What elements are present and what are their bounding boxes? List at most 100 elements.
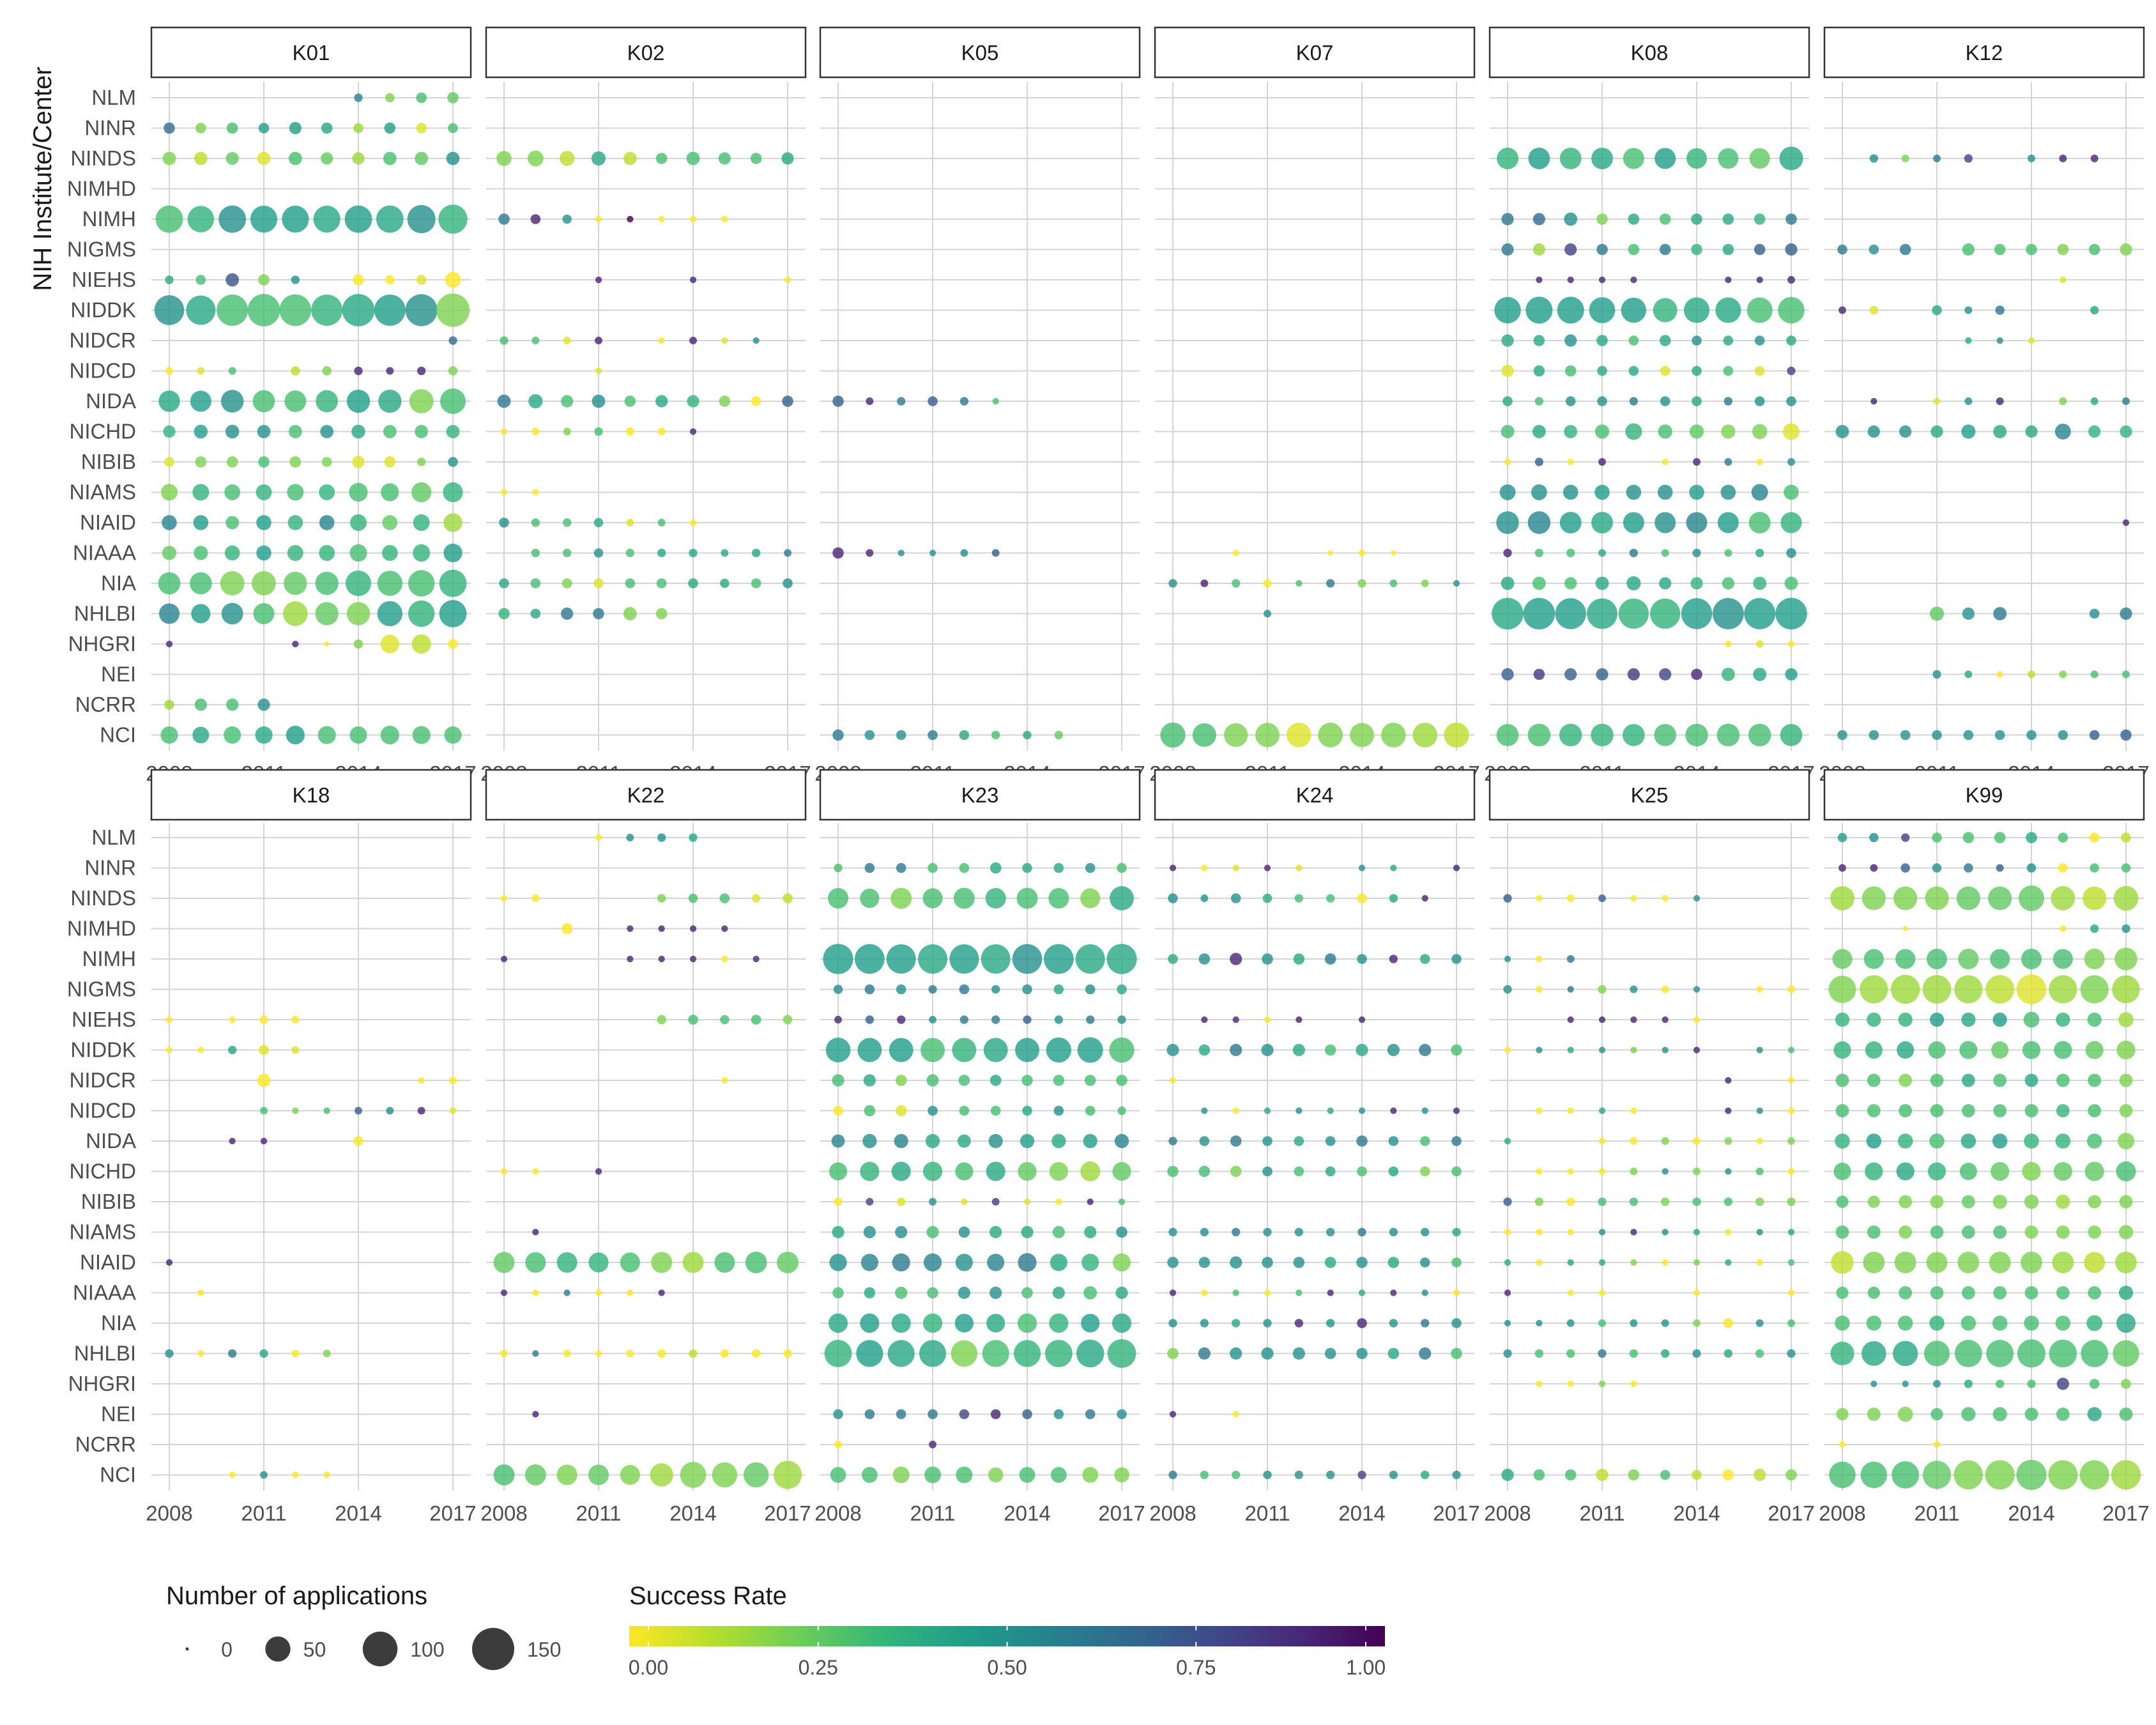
data-point: [981, 944, 1011, 974]
facet-strip-label: K01: [293, 41, 330, 65]
data-point: [1961, 1133, 1976, 1149]
x-tick-label: 2017: [1768, 1501, 1814, 1525]
data-point: [384, 456, 396, 468]
data-point: [2086, 1315, 2103, 1331]
data-point: [1829, 1461, 1856, 1489]
data-point: [1865, 1162, 1883, 1181]
data-point: [448, 639, 458, 649]
data-point: [1232, 1319, 1241, 1328]
data-point: [650, 1463, 673, 1487]
data-point: [1897, 1041, 1915, 1059]
y-tick-label: NIMH: [82, 207, 136, 231]
y-tick-label: NHLBI: [74, 602, 136, 625]
data-point: [1930, 1407, 1943, 1421]
x-tick-label: 2008: [1149, 1501, 1196, 1525]
data-point: [2021, 948, 2042, 970]
data-point: [956, 1466, 973, 1483]
data-point: [1933, 1380, 1941, 1388]
data-point: [1723, 1318, 1734, 1328]
data-point: [865, 1015, 874, 1024]
data-point: [1716, 723, 1740, 747]
data-point: [187, 206, 215, 233]
data-point: [829, 1254, 847, 1271]
data-point: [1660, 396, 1671, 406]
data-point: [1117, 1015, 1126, 1024]
data-point: [197, 1289, 204, 1296]
data-point: [1536, 1107, 1543, 1114]
x-tick-label: 2014: [1004, 1501, 1050, 1525]
data-point: [627, 955, 634, 963]
data-point: [1961, 1407, 1976, 1422]
data-point: [1867, 425, 1880, 438]
data-point: [1839, 306, 1846, 314]
y-tick-label: NLM: [91, 86, 136, 109]
data-point: [253, 603, 275, 624]
data-point: [1655, 512, 1676, 533]
data-point: [1081, 1314, 1100, 1333]
data-point: [593, 608, 604, 620]
y-tick-label: NIMHD: [67, 917, 136, 940]
data-point: [1662, 1229, 1669, 1236]
data-point: [1890, 974, 1920, 1004]
data-point: [445, 272, 461, 288]
data-point: [2016, 974, 2047, 1004]
data-point: [386, 1107, 394, 1115]
data-point: [1725, 1168, 1732, 1175]
data-point: [1985, 1460, 2015, 1490]
data-point: [443, 513, 463, 532]
data-point: [500, 336, 508, 345]
data-point: [745, 1252, 767, 1273]
facet-k99: K99 2008 2011 2014 2017: [1819, 769, 2150, 1525]
data-point: [229, 1137, 236, 1145]
data-point: [929, 1198, 937, 1206]
y-tick-label: NIA: [101, 1311, 136, 1335]
data-point: [987, 1254, 1005, 1271]
color-legend-label: 0.75: [1176, 1656, 1216, 1679]
data-point: [1954, 975, 1983, 1004]
data-point: [1533, 668, 1545, 680]
facet-k18: K18 2008 2011 2014 2017: [146, 769, 477, 1525]
data-point: [1725, 1229, 1732, 1236]
data-point: [1294, 1166, 1304, 1177]
data-point: [1421, 1319, 1430, 1328]
data-point: [752, 548, 761, 558]
data-point: [1659, 243, 1671, 256]
data-point: [561, 923, 573, 935]
data-point: [1160, 722, 1186, 748]
data-point: [1501, 334, 1514, 347]
data-point: [1389, 1227, 1398, 1237]
data-point: [1169, 1411, 1177, 1418]
data-point: [623, 607, 637, 620]
data-point: [380, 634, 399, 654]
data-point: [1660, 1469, 1671, 1480]
data-point: [917, 944, 948, 974]
data-point: [2090, 155, 2099, 162]
data-point: [1390, 864, 1397, 871]
data-point: [897, 1015, 906, 1024]
data-point: [2113, 885, 2139, 911]
data-point: [2056, 1012, 2070, 1027]
data-point: [832, 395, 844, 407]
data-point: [1956, 886, 1980, 910]
points: [493, 833, 802, 1489]
color-legend-label: 0.25: [799, 1656, 838, 1679]
facet-strip: [1154, 26, 1476, 79]
data-point: [1692, 1349, 1701, 1358]
data-point: [220, 571, 245, 595]
data-point: [593, 578, 604, 588]
data-point: [1787, 1319, 1795, 1327]
data-point: [712, 1462, 738, 1488]
data-point: [1019, 1467, 1036, 1483]
data-point: [1018, 1162, 1037, 1181]
y-tick-label: NIDA: [86, 1129, 136, 1153]
data-point: [657, 519, 666, 526]
data-point: [1168, 1470, 1177, 1480]
data-point: [1596, 335, 1608, 346]
y-tick-label: NICHD: [70, 420, 137, 443]
y-tick-label: NINR: [84, 856, 136, 880]
data-point: [1628, 213, 1640, 225]
data-point: [1567, 1289, 1574, 1296]
y-axis-row-1: NLM NINR NINDS NIMHD NIMH NIGMS NIEHS NIDDK NIDC…: [67, 86, 136, 747]
data-point: [1532, 576, 1546, 590]
data-point: [1629, 1349, 1638, 1358]
